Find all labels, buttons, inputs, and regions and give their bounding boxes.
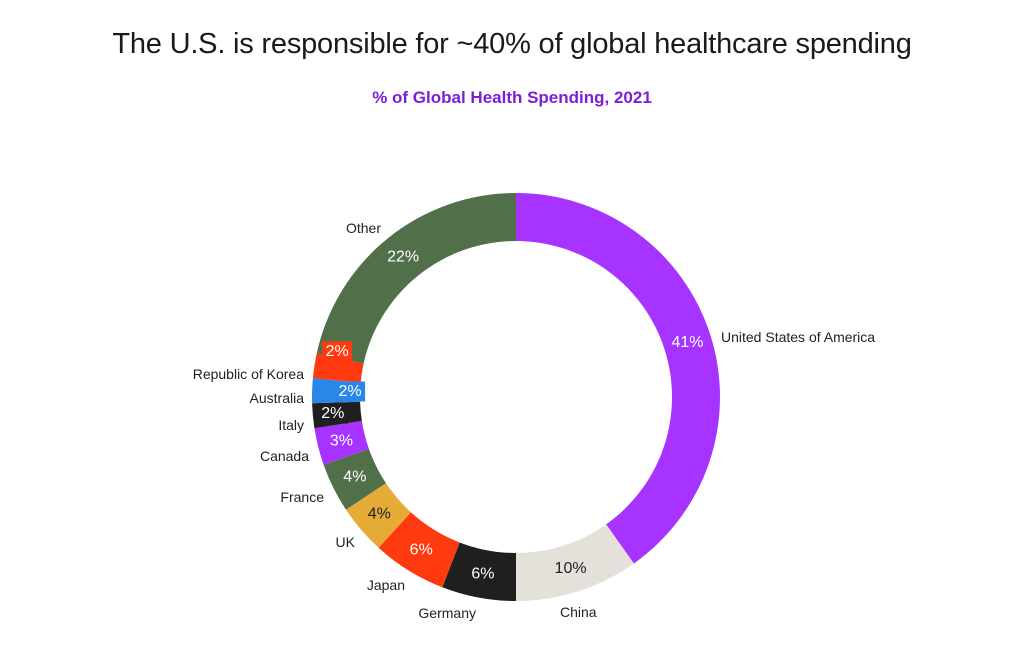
- percent-label-france: 4%: [343, 469, 366, 486]
- percent-label-box-republic-of-korea: [322, 341, 353, 362]
- category-label-uk: UK: [336, 534, 356, 550]
- percent-label-other: 22%: [387, 248, 419, 265]
- percent-label-china: 10%: [555, 560, 587, 577]
- category-label-germany: Germany: [418, 605, 476, 621]
- category-label-canada: Canada: [260, 448, 309, 464]
- percent-labels: 41% 10% 6% 6% 4% 4% 3% 2% 2% 2% 22%: [317, 248, 704, 582]
- percent-label-canada: 3%: [330, 432, 353, 449]
- percent-label-republic-of-korea: 2%: [326, 343, 349, 360]
- slice-united-states-of-america[interactable]: [516, 193, 721, 564]
- percent-label-box-italy: [317, 403, 348, 424]
- category-label-italy: Italy: [278, 417, 304, 433]
- percent-label-australia: 2%: [339, 383, 362, 400]
- chart-title: The U.S. is responsible for ~40% of glob…: [112, 28, 912, 60]
- category-label-japan: Japan: [367, 577, 405, 593]
- slice-japan[interactable]: [378, 512, 460, 588]
- slice-other[interactable]: [316, 193, 516, 364]
- percent-label-italy: 2%: [321, 405, 344, 422]
- category-label-republic-of-korea: Republic of Korea: [193, 366, 305, 382]
- percent-label-germany: 6%: [471, 565, 494, 582]
- category-label-australia: Australia: [250, 390, 305, 406]
- slice-france[interactable]: [323, 448, 386, 510]
- slice-germany[interactable]: [442, 542, 516, 601]
- donut-slices: [311, 193, 721, 601]
- chart-subtitle: % of Global Health Spending, 2021: [372, 88, 652, 107]
- slice-china[interactable]: [516, 524, 634, 601]
- category-label-other: Other: [346, 220, 381, 236]
- slice-canada[interactable]: [314, 420, 369, 465]
- percent-label-united-states-of-america: 41%: [672, 334, 704, 351]
- category-label-united-states-of-america: United States of America: [721, 329, 875, 345]
- category-label-france: France: [280, 489, 324, 505]
- category-labels: United States of America China Germany Japa…: [193, 220, 876, 621]
- percent-label-box-australia: [335, 381, 366, 402]
- percent-label-japan: 6%: [410, 542, 433, 559]
- percent-label-uk: 4%: [368, 506, 391, 523]
- slice-uk[interactable]: [345, 483, 411, 548]
- category-label-china: China: [560, 604, 597, 620]
